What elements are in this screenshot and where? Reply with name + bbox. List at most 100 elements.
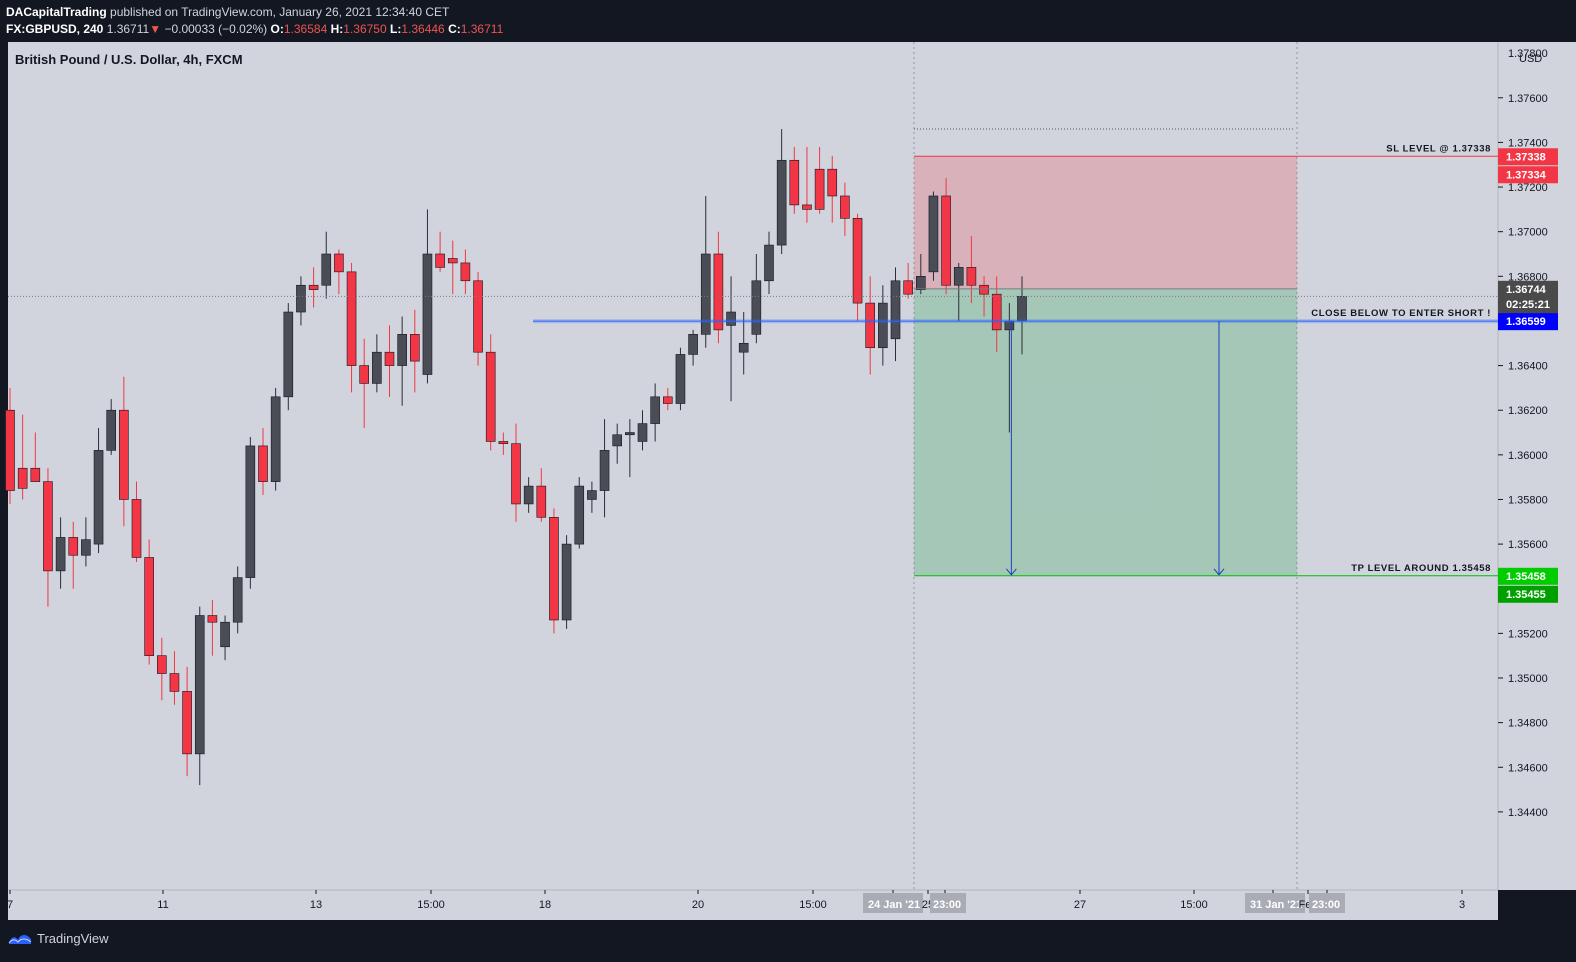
candle-body	[941, 195, 951, 286]
chart-svg[interactable]: SL LEVEL @ 1.37338 CLOSE BELOW TO ENTER S…	[0, 42, 1576, 922]
price-tick-label: 1.35600	[1508, 539, 1548, 551]
candle	[93, 428, 104, 554]
candle-body	[675, 354, 686, 404]
candle-body	[979, 284, 989, 295]
price-tick-label: 1.36200	[1508, 405, 1548, 417]
candle	[498, 432, 509, 455]
price-axis-ticks: 1.37800 1.37600 1.37400 1.37200 1.37000 1.368…	[1498, 48, 1548, 819]
candle	[485, 334, 496, 451]
candle	[296, 276, 306, 326]
candle	[5, 387, 15, 504]
candle	[625, 419, 635, 478]
candle-body	[258, 445, 268, 482]
candle-body	[435, 253, 445, 268]
candle-body	[68, 537, 79, 556]
price-tick-label: 1.37600	[1508, 93, 1548, 105]
open-value: 1.36584	[283, 22, 328, 36]
price-tick-label: 1.34600	[1508, 762, 1548, 774]
price-label-text: 1.37338	[1506, 151, 1546, 163]
open-label: O:	[270, 22, 284, 36]
candle	[359, 338, 370, 429]
time-tick-label: 7	[7, 899, 13, 911]
candle	[30, 432, 41, 482]
author-name[interactable]: DACapitalTrading	[6, 5, 107, 19]
candle-body	[840, 195, 850, 219]
price-tick-label: 1.37200	[1508, 182, 1548, 194]
candle-body	[283, 311, 294, 398]
candle	[17, 414, 28, 500]
candle	[169, 651, 180, 705]
candle-body	[890, 280, 901, 340]
candle-body	[814, 168, 825, 210]
time-label-highlighted: 24 Jan '21	[868, 899, 920, 911]
footer: TradingView	[0, 922, 1576, 962]
candle-body	[903, 280, 913, 295]
candle-body	[372, 351, 382, 384]
chart-area[interactable]: SL LEVEL @ 1.37338 CLOSE BELOW TO ENTER S…	[0, 42, 1576, 922]
price-label-text: 1.36744	[1506, 284, 1547, 296]
candle-body	[928, 195, 939, 273]
candle-body	[270, 396, 281, 482]
close-value: 1.36711	[460, 22, 504, 36]
candle-body	[650, 396, 660, 424]
price-label-text: 1.35458	[1506, 571, 1546, 583]
chart-title: British Pound / U.S. Dollar, 4h, FXCM	[15, 52, 243, 67]
candle-body	[738, 342, 749, 353]
candle-body	[169, 673, 180, 692]
candle	[764, 231, 774, 295]
candle	[637, 410, 648, 451]
price-label-box	[1498, 148, 1558, 166]
candle	[890, 267, 901, 362]
candle-body	[43, 481, 53, 572]
price-label-box	[1498, 296, 1558, 314]
publish-info: DACapitalTrading published on TradingVie…	[6, 5, 449, 19]
candle-body	[5, 409, 15, 491]
candle-body	[852, 217, 863, 304]
symbol-label[interactable]: FX:GBPUSD, 240	[6, 22, 104, 36]
candle	[612, 423, 623, 464]
candle-body	[460, 262, 471, 282]
price-axis[interactable]	[1498, 42, 1576, 890]
price-label-box	[1498, 280, 1558, 298]
candle	[979, 276, 989, 317]
position-zones[interactable]	[914, 156, 1297, 576]
take-profit-zone[interactable]	[914, 288, 1297, 576]
candle-body	[106, 409, 116, 451]
plot-area[interactable]	[8, 42, 1498, 890]
candle-body	[523, 485, 534, 505]
candle	[726, 276, 736, 402]
tp-annotation: TP LEVEL AROUND 1.35458	[1351, 563, 1491, 574]
brand-name: TradingView	[37, 930, 109, 946]
stop-loss-zone[interactable]	[914, 156, 1297, 289]
candle-body	[878, 302, 888, 349]
candle-body	[536, 485, 547, 518]
entry-annotation: CLOSE BELOW TO ENTER SHORT !	[1311, 308, 1491, 319]
time-tick-label: 27	[1074, 899, 1086, 911]
tradingview-logo[interactable]: TradingView	[8, 930, 109, 946]
candle	[447, 240, 458, 295]
candle	[802, 146, 812, 223]
target-arrow[interactable]	[1005, 321, 1017, 576]
candle-body	[865, 302, 876, 349]
candle	[81, 517, 91, 567]
candle	[700, 195, 711, 348]
candle	[688, 329, 698, 366]
sl-annotation: SL LEVEL @ 1.37338	[1386, 143, 1491, 154]
drawing-overlays[interactable]: SL LEVEL @ 1.37338 CLOSE BELOW TO ENTER S…	[8, 128, 1498, 577]
candle	[55, 517, 66, 589]
candle-body	[308, 284, 319, 291]
close-label: C:	[448, 22, 461, 36]
candle-body	[991, 293, 1002, 331]
candle-body	[612, 434, 623, 447]
candle	[827, 155, 838, 223]
target-arrow[interactable]	[1213, 321, 1225, 576]
candle-body	[688, 334, 698, 355]
candle	[245, 436, 256, 589]
time-tick-label: 3	[1459, 899, 1465, 911]
candle	[397, 316, 407, 406]
candle-body	[346, 271, 357, 366]
candle-body	[157, 655, 167, 674]
candle-body	[1017, 296, 1027, 322]
candle	[207, 599, 218, 656]
candle-body	[55, 537, 66, 572]
